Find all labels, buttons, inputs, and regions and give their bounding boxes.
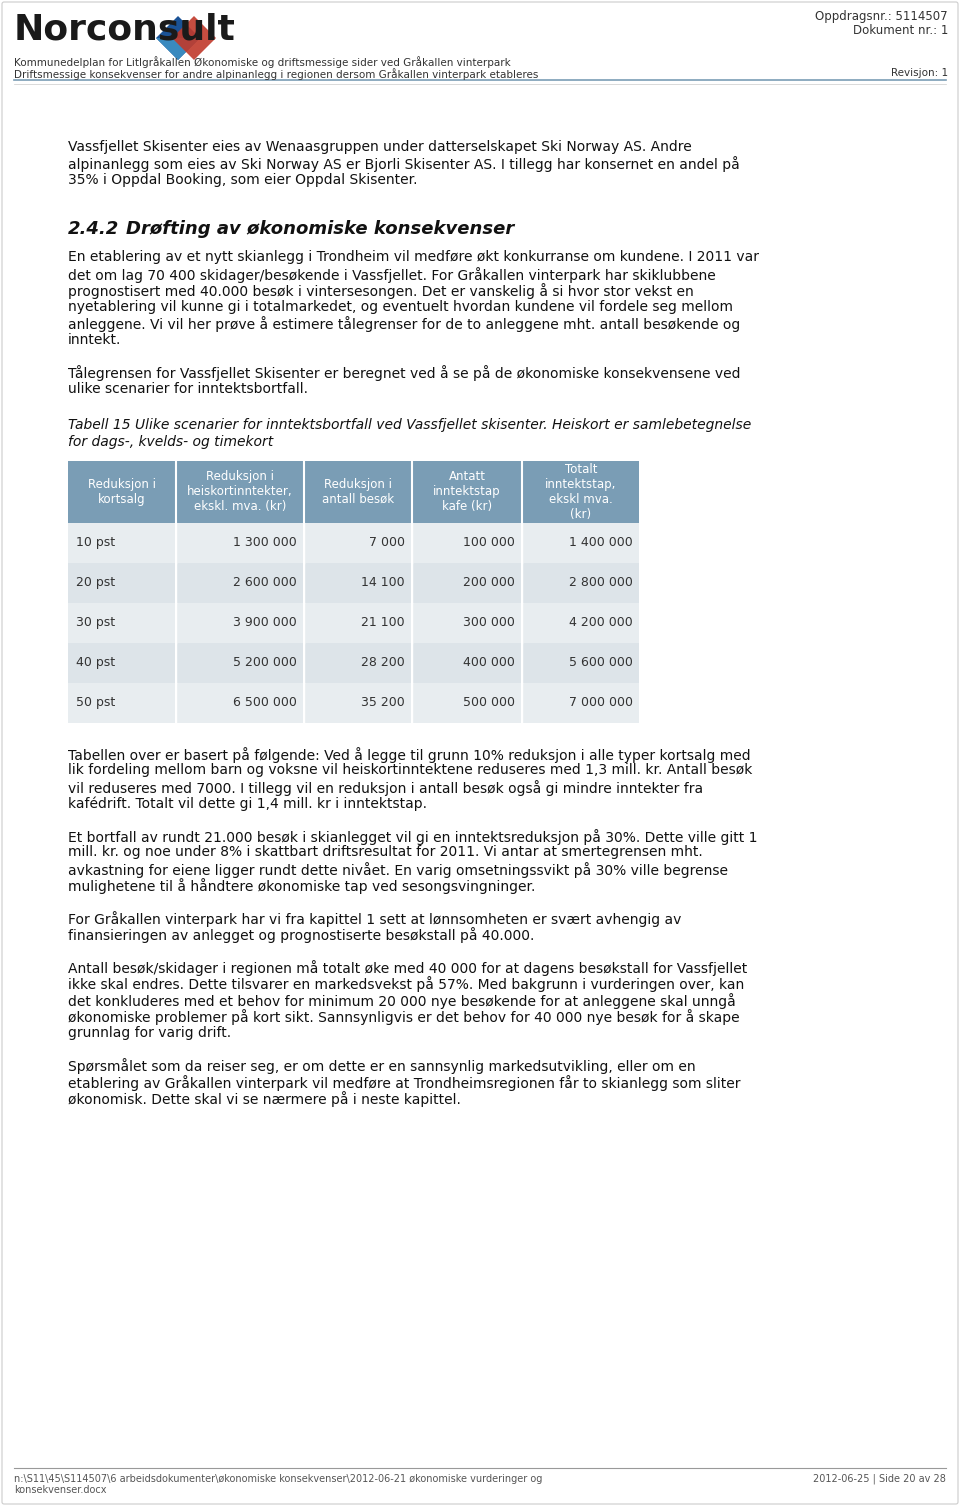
Text: 2.4.2: 2.4.2 bbox=[68, 220, 119, 238]
Text: Tabell 15 Ulike scenarier for inntektsbortfall ved Vassfjellet skisenter. Heisko: Tabell 15 Ulike scenarier for inntektsbo… bbox=[68, 419, 752, 432]
Text: 1 300 000: 1 300 000 bbox=[233, 536, 297, 550]
Text: 2 600 000: 2 600 000 bbox=[233, 577, 297, 589]
Bar bbox=[176, 563, 303, 602]
Text: En etablering av et nytt skianlegg i Trondheim vil medføre økt konkurranse om ku: En etablering av et nytt skianlegg i Tro… bbox=[68, 250, 759, 264]
Bar bbox=[68, 461, 175, 523]
Text: økonomiske problemer på kort sikt. Sannsynligvis er det behov for 40 000 nye bes: økonomiske problemer på kort sikt. Sanns… bbox=[68, 1009, 739, 1026]
Text: 28 200: 28 200 bbox=[361, 657, 405, 669]
Bar bbox=[176, 523, 303, 563]
Bar bbox=[304, 563, 411, 602]
Bar bbox=[68, 643, 175, 682]
Text: 14 100: 14 100 bbox=[361, 577, 405, 589]
Text: Oppdragsnr.: 5114507: Oppdragsnr.: 5114507 bbox=[815, 11, 948, 23]
Text: 200 000: 200 000 bbox=[463, 577, 515, 589]
Bar bbox=[176, 602, 303, 643]
Text: nyetablering vil kunne gi i totalmarkedet, og eventuelt hvordan kundene vil ford: nyetablering vil kunne gi i totalmarkede… bbox=[68, 300, 733, 313]
Bar bbox=[412, 461, 521, 523]
Text: Norconsult: Norconsult bbox=[14, 12, 236, 47]
Text: lik fordeling mellom barn og voksne vil heiskortinntektene reduseres med 1,3 mil: lik fordeling mellom barn og voksne vil … bbox=[68, 764, 753, 777]
Text: Revisjon: 1: Revisjon: 1 bbox=[891, 68, 948, 78]
Bar bbox=[522, 461, 639, 523]
Bar bbox=[68, 682, 175, 723]
Polygon shape bbox=[156, 17, 200, 60]
Bar bbox=[68, 523, 175, 563]
Text: konsekvenser.docx: konsekvenser.docx bbox=[14, 1485, 107, 1495]
Text: vil reduseres med 7000. I tillegg vil en reduksjon i antall besøk også gi mindre: vil reduseres med 7000. I tillegg vil en… bbox=[68, 780, 703, 795]
Text: ulike scenarier for inntektsbortfall.: ulike scenarier for inntektsbortfall. bbox=[68, 383, 308, 396]
Bar bbox=[304, 461, 411, 523]
Bar bbox=[412, 602, 521, 643]
Text: Reduksjon i
antall besøk: Reduksjon i antall besøk bbox=[322, 477, 394, 506]
Bar bbox=[522, 563, 639, 602]
Text: alpinanlegg som eies av Ski Norway AS er Bjorli Skisenter AS. I tillegg har kons: alpinanlegg som eies av Ski Norway AS er… bbox=[68, 157, 740, 173]
Text: 300 000: 300 000 bbox=[463, 616, 515, 630]
Text: For Gråkallen vinterpark har vi fra kapittel 1 sett at lønnsomheten er svært avh: For Gråkallen vinterpark har vi fra kapi… bbox=[68, 911, 682, 926]
Text: Kommunedelplan for Litlgråkallen Økonomiske og driftsmessige sider ved Gråkallen: Kommunedelplan for Litlgråkallen Økonomi… bbox=[14, 56, 511, 68]
Text: prognostisert med 40.000 besøk i vintersesongen. Det er vanskelig å si hvor stor: prognostisert med 40.000 besøk i vinters… bbox=[68, 283, 694, 300]
Text: 50 pst: 50 pst bbox=[76, 696, 115, 709]
Bar bbox=[304, 523, 411, 563]
Text: Totalt
inntektstap,
ekskl mva.
(kr): Totalt inntektstap, ekskl mva. (kr) bbox=[545, 462, 616, 521]
Text: 6 500 000: 6 500 000 bbox=[233, 696, 297, 709]
Bar bbox=[304, 602, 411, 643]
Text: 35 200: 35 200 bbox=[361, 696, 405, 709]
Text: Reduksjon i
heiskortinntekter,
ekskl. mva. (kr): Reduksjon i heiskortinntekter, ekskl. mv… bbox=[187, 470, 293, 514]
Bar bbox=[68, 563, 175, 602]
Text: 100 000: 100 000 bbox=[463, 536, 515, 550]
Bar bbox=[412, 563, 521, 602]
Text: 7 000 000: 7 000 000 bbox=[569, 696, 633, 709]
Text: n:\S11\45\S114507\6 arbeidsdokumenter\økonomiske konsekvenser\2012-06-21 økonomi: n:\S11\45\S114507\6 arbeidsdokumenter\øk… bbox=[14, 1474, 542, 1483]
Text: det om lag 70 400 skidager/besøkende i Vassfjellet. For Gråkallen vinterpark har: det om lag 70 400 skidager/besøkende i V… bbox=[68, 267, 716, 283]
Text: anleggene. Vi vil her prøve å estimere tålegrenser for de to anleggene mht. anta: anleggene. Vi vil her prøve å estimere t… bbox=[68, 316, 740, 333]
Text: mulighetene til å håndtere økonomiske tap ved sesongsvingninger.: mulighetene til å håndtere økonomiske ta… bbox=[68, 878, 536, 895]
Bar bbox=[68, 602, 175, 643]
Text: kafédrift. Totalt vil dette gi 1,4 mill. kr i inntektstap.: kafédrift. Totalt vil dette gi 1,4 mill.… bbox=[68, 797, 427, 810]
Text: 10 pst: 10 pst bbox=[76, 536, 115, 550]
Text: inntekt.: inntekt. bbox=[68, 333, 121, 346]
Text: 500 000: 500 000 bbox=[463, 696, 515, 709]
Bar bbox=[176, 682, 303, 723]
Polygon shape bbox=[156, 38, 200, 60]
Text: Antall besøk/skidager i regionen må totalt øke med 40 000 for at dagens besøksta: Antall besøk/skidager i regionen må tota… bbox=[68, 959, 747, 976]
Text: 4 200 000: 4 200 000 bbox=[569, 616, 633, 630]
Text: 2 800 000: 2 800 000 bbox=[569, 577, 633, 589]
Text: 35% i Oppdal Booking, som eier Oppdal Skisenter.: 35% i Oppdal Booking, som eier Oppdal Sk… bbox=[68, 173, 418, 187]
Text: Reduksjon i
kortsalg: Reduksjon i kortsalg bbox=[88, 477, 156, 506]
Text: 21 100: 21 100 bbox=[361, 616, 405, 630]
Text: avkastning for eiene ligger rundt dette nivået. En varig omsetningssvikt på 30% : avkastning for eiene ligger rundt dette … bbox=[68, 861, 728, 878]
Bar bbox=[522, 523, 639, 563]
Text: Et bortfall av rundt 21.000 besøk i skianlegget vil gi en inntektsreduksjon på 3: Et bortfall av rundt 21.000 besøk i skia… bbox=[68, 828, 757, 845]
Text: 3 900 000: 3 900 000 bbox=[233, 616, 297, 630]
Polygon shape bbox=[172, 17, 216, 60]
Text: 400 000: 400 000 bbox=[463, 657, 515, 669]
Text: økonomisk. Dette skal vi se nærmere på i neste kapittel.: økonomisk. Dette skal vi se nærmere på i… bbox=[68, 1092, 461, 1107]
Text: 5 600 000: 5 600 000 bbox=[569, 657, 633, 669]
Bar bbox=[412, 643, 521, 682]
Bar bbox=[304, 643, 411, 682]
Text: Antatt
inntektstap
kafe (kr): Antatt inntektstap kafe (kr) bbox=[433, 470, 501, 514]
Bar bbox=[304, 682, 411, 723]
Text: 7 000: 7 000 bbox=[369, 536, 405, 550]
Bar bbox=[522, 643, 639, 682]
Text: mill. kr. og noe under 8% i skattbart driftsresultat for 2011. Vi antar at smert: mill. kr. og noe under 8% i skattbart dr… bbox=[68, 845, 703, 860]
Text: 40 pst: 40 pst bbox=[76, 657, 115, 669]
Text: 1 400 000: 1 400 000 bbox=[569, 536, 633, 550]
Text: Drøfting av økonomiske konsekvenser: Drøfting av økonomiske konsekvenser bbox=[126, 220, 515, 238]
Text: Driftsmessige konsekvenser for andre alpinanlegg i regionen dersom Gråkallen vin: Driftsmessige konsekvenser for andre alp… bbox=[14, 68, 539, 80]
Text: 2012-06-25 | Side 20 av 28: 2012-06-25 | Side 20 av 28 bbox=[813, 1474, 946, 1485]
Text: 30 pst: 30 pst bbox=[76, 616, 115, 630]
Text: for dags-, kvelds- og timekort: for dags-, kvelds- og timekort bbox=[68, 435, 274, 449]
Text: Tålegrensen for Vassfjellet Skisenter er beregnet ved å se på de økonomiske kons: Tålegrensen for Vassfjellet Skisenter er… bbox=[68, 366, 740, 381]
Text: finansieringen av anlegget og prognostiserte besøkstall på 40.000.: finansieringen av anlegget og prognostis… bbox=[68, 928, 535, 943]
Text: ikke skal endres. Dette tilsvarer en markedsvekst på 57%. Med bakgrunn i vurderi: ikke skal endres. Dette tilsvarer en mar… bbox=[68, 976, 744, 992]
Text: 5 200 000: 5 200 000 bbox=[233, 657, 297, 669]
Text: etablering av Gråkallen vinterpark vil medføre at Trondheimsregionen får to skia: etablering av Gråkallen vinterpark vil m… bbox=[68, 1075, 740, 1090]
Bar bbox=[522, 602, 639, 643]
Text: Dokument nr.: 1: Dokument nr.: 1 bbox=[852, 24, 948, 38]
Bar bbox=[176, 461, 303, 523]
Text: 20 pst: 20 pst bbox=[76, 577, 115, 589]
Bar bbox=[412, 523, 521, 563]
Bar bbox=[522, 682, 639, 723]
Bar bbox=[412, 682, 521, 723]
